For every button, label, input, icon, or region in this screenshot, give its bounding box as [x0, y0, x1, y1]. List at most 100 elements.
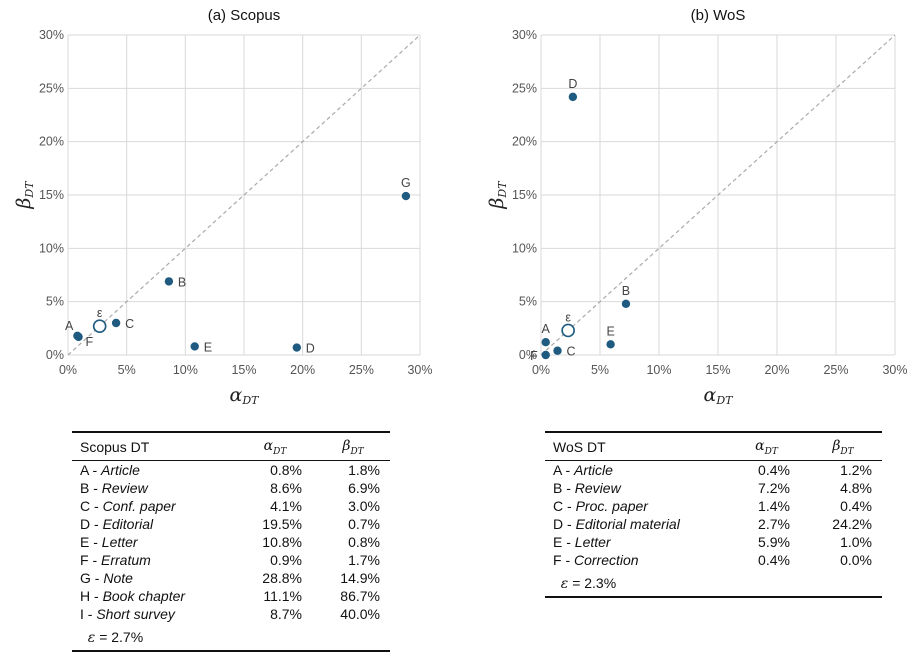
x-axis-subscript: DT: [241, 394, 260, 407]
x-axis-label: αDT: [704, 384, 735, 407]
doc-type-name: Editorial: [102, 515, 154, 532]
data-point: [553, 346, 562, 355]
alpha-value: 8.6%: [270, 479, 302, 496]
y-tick-label: 20%: [39, 135, 64, 149]
beta-value: 40.0%: [340, 605, 380, 622]
y-tick-label: 5%: [519, 295, 537, 309]
beta-value: 1.7%: [348, 551, 380, 568]
wos-table-header-label: WoS DT: [545, 430, 729, 461]
doc-type-name: Note: [103, 569, 133, 586]
x-tick-label: 15%: [705, 363, 730, 377]
y-tick-label: 5%: [46, 295, 64, 309]
wos-table-header-beta: βDT: [799, 430, 882, 461]
x-tick-label: 5%: [591, 363, 609, 377]
x-tick-label: 25%: [349, 363, 374, 377]
chart-title: (a) Scopus: [208, 7, 281, 24]
doc-type-code: F -: [80, 551, 98, 568]
x-axis-label: αDT: [230, 384, 261, 407]
y-tick-label: 30%: [512, 28, 537, 42]
table-row: E - Letter 5.9% 1.0%: [545, 533, 882, 551]
scopus-dt-table: Scopus DT αDT βDT A - Article 0.8% 1.8% B -…: [72, 430, 390, 652]
doc-type-cell: D - Editorial material: [545, 515, 729, 533]
beta-value: 1.8%: [348, 461, 380, 478]
doc-type-code: B -: [80, 479, 98, 496]
doc-type-code: D -: [80, 515, 99, 532]
x-tick-label: 20%: [764, 363, 789, 377]
beta-value: 0.4%: [840, 497, 872, 514]
doc-type-code: E -: [553, 533, 571, 550]
doc-type-code: I -: [80, 605, 93, 622]
point-label: E: [204, 340, 212, 354]
doc-type-name: Proc. paper: [575, 497, 648, 514]
x-tick-label: 25%: [823, 363, 848, 377]
table-row: A - Article 0.8% 1.8%: [72, 460, 390, 479]
table-row: D - Editorial material 2.7% 24.2%: [545, 515, 882, 533]
doc-type-cell: D - Editorial: [72, 515, 234, 533]
y-tick-label: 25%: [39, 81, 64, 95]
doc-type-name: Conf. paper: [102, 497, 176, 514]
doc-type-code: G -: [80, 569, 100, 586]
y-tick-label: 20%: [512, 135, 537, 149]
doc-type-cell: E - Letter: [72, 533, 234, 551]
y-tick-label: 15%: [39, 188, 64, 202]
doc-type-name: Erratum: [101, 551, 151, 568]
alpha-value: 0.9%: [270, 551, 302, 568]
y-axis-label: βDT: [486, 180, 509, 210]
doc-type-cell: C - Conf. paper: [72, 497, 234, 515]
data-point: [292, 343, 301, 352]
doc-type-code: F -: [553, 551, 571, 568]
wos-scatter-chart: (b) WoS 0% 5% 10% 15% 20% 25% 30% 0% 5% 10% 15% 20% 2…: [486, 7, 908, 407]
epsilon-row: ε = 2.7%: [72, 622, 390, 652]
alpha-value: 1.4%: [758, 497, 790, 514]
alpha-value: 0.8%: [270, 461, 302, 478]
x-tick-label: 5%: [118, 363, 136, 377]
x-axis-symbol: α: [230, 384, 243, 406]
beta-value: 0.7%: [348, 515, 380, 532]
epsilon-value: = 2.3%: [572, 574, 617, 591]
beta-value: 1.0%: [840, 533, 872, 550]
beta-value: 24.2%: [832, 515, 872, 532]
y-axis-symbol: β: [13, 198, 35, 210]
table-row: E - Letter 10.8% 0.8%: [72, 533, 390, 551]
alpha-value: 0.4%: [758, 461, 790, 478]
table-row: I - Short survey 8.7% 40.0%: [72, 605, 390, 623]
point-label: D: [568, 77, 577, 91]
data-point: [164, 277, 174, 286]
scopus-scatter-chart: (a) Scopus 0% 5% 10% 15% 20% 25% 30% 0% 5% 10% 15% 2…: [13, 7, 433, 407]
doc-type-cell: A - Article: [545, 460, 729, 479]
epsilon-cell: ε = 2.7%: [72, 622, 390, 652]
point-label: B: [178, 275, 186, 289]
alpha-value: 4.1%: [270, 497, 302, 514]
x-tick-label: 10%: [173, 363, 198, 377]
y-axis-subscript: DT: [23, 180, 36, 199]
epsilon-marker: [561, 323, 575, 338]
data-point: [111, 318, 121, 328]
epsilon-marker: [92, 319, 107, 334]
data-point: [74, 332, 83, 342]
table-row: H - Book chapter 11.1% 86.7%: [72, 587, 390, 605]
alpha-value: 0.4%: [758, 551, 790, 568]
point-label: C: [567, 345, 576, 359]
doc-type-name: Letter: [574, 533, 611, 550]
x-tick-label: 0%: [532, 363, 550, 377]
alpha-value: 5.9%: [758, 533, 790, 550]
data-point: [401, 191, 411, 201]
x-axis-symbol: α: [704, 384, 717, 406]
x-tick-label: 0%: [59, 363, 77, 377]
doc-type-cell: C - Proc. paper: [545, 497, 729, 515]
point-label: F: [86, 335, 94, 349]
table-row: G - Note 28.8% 14.9%: [72, 569, 390, 587]
doc-type-name: Review: [574, 479, 621, 496]
scopus-table-header-label: Scopus DT: [72, 430, 234, 461]
wos-dt-table: WoS DT αDT βDT A - Article 0.4% 1.2% B - Re…: [545, 430, 882, 598]
doc-type-name: Book chapter: [102, 587, 186, 604]
doc-type-cell: H - Book chapter: [72, 587, 234, 605]
beta-value: 14.9%: [340, 569, 380, 586]
y-axis-subscript: DT: [496, 180, 509, 199]
doc-type-cell: A - Article: [72, 460, 234, 479]
scopus-table-header-alpha: αDT: [234, 430, 312, 461]
epsilon-symbol: ε: [560, 575, 569, 592]
alpha-value: 19.5%: [262, 515, 302, 532]
doc-type-cell: F - Correction: [545, 551, 729, 569]
y-tick-label: 10%: [39, 241, 64, 255]
